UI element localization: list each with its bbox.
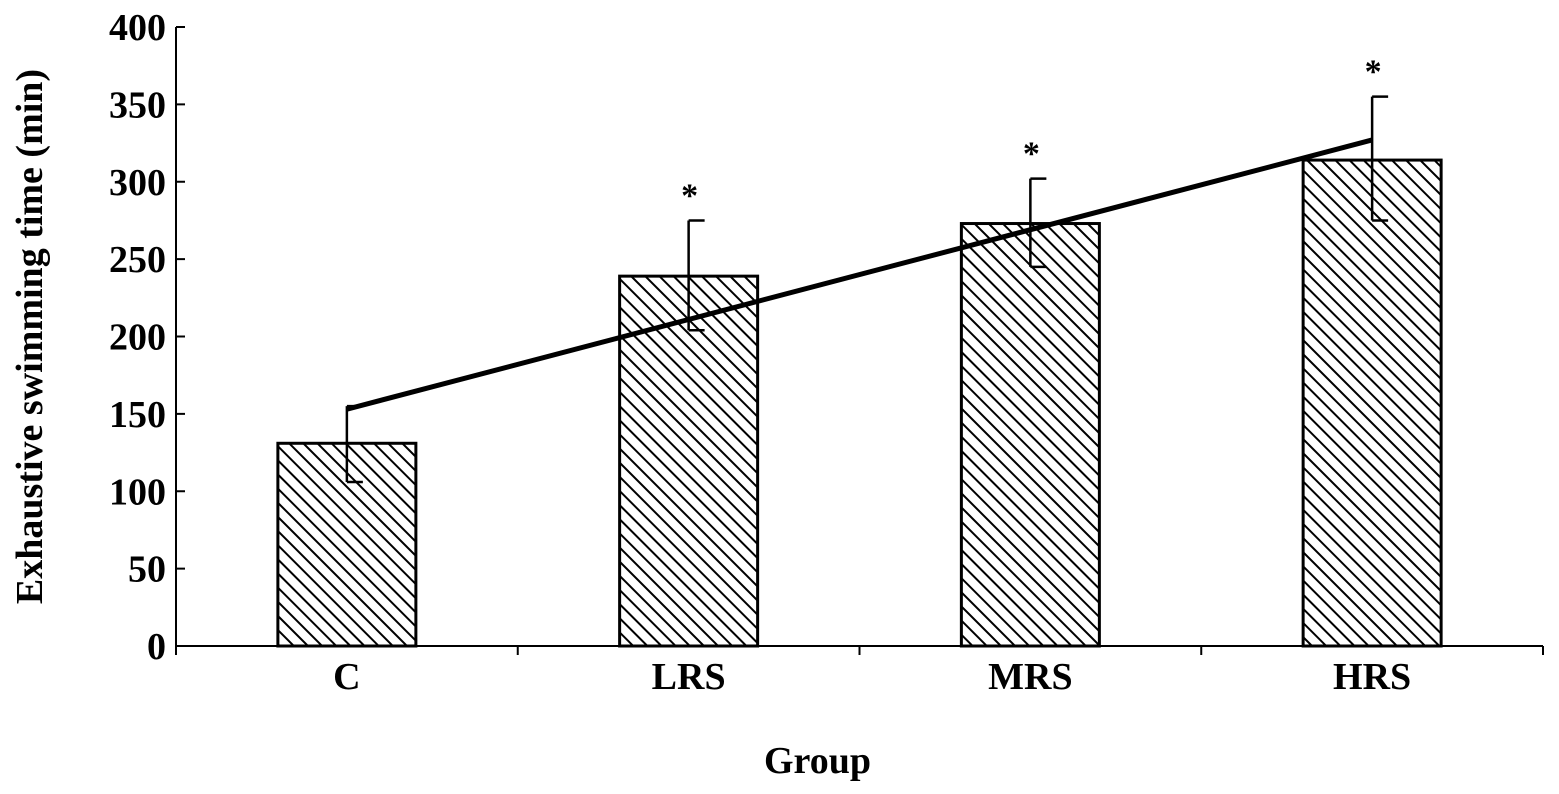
trend-line-group [346, 137, 1373, 412]
y-tick-label: 400 [109, 7, 166, 49]
bar [959, 222, 1101, 648]
bar [1301, 158, 1443, 648]
labels: Exhaustive swimming time (min) Group [9, 69, 871, 782]
x-tick-label: HRS [1333, 656, 1411, 698]
significance-marker: * [1365, 54, 1382, 91]
error-bars: * * * [345, 54, 1389, 484]
significance-marker: * [681, 177, 698, 214]
y-tick-label: 350 [109, 84, 166, 126]
significance-marker: * [1023, 136, 1040, 173]
y-axis-title: Exhaustive swimming time (min) [9, 69, 51, 604]
x-axis-title: Group [764, 740, 871, 782]
y-tick-label: 100 [109, 471, 166, 513]
y-tick-label: 0 [147, 626, 166, 668]
axes: 0 50 100 150 200 250 300 350 400 [109, 7, 1544, 668]
bar [618, 274, 760, 648]
y-tick-label: 150 [109, 394, 166, 436]
y-tick-label: 300 [109, 162, 166, 204]
x-tick-label: LRS [652, 656, 726, 698]
trend-line [346, 137, 1373, 412]
x-tick-label: C [333, 656, 360, 698]
x-tick-label: MRS [988, 656, 1072, 698]
y-tick-label: 50 [128, 549, 166, 591]
y-tick-label: 200 [109, 317, 166, 359]
bars: C LRS MRS HRS [276, 158, 1443, 698]
y-tick-label: 250 [109, 239, 166, 281]
